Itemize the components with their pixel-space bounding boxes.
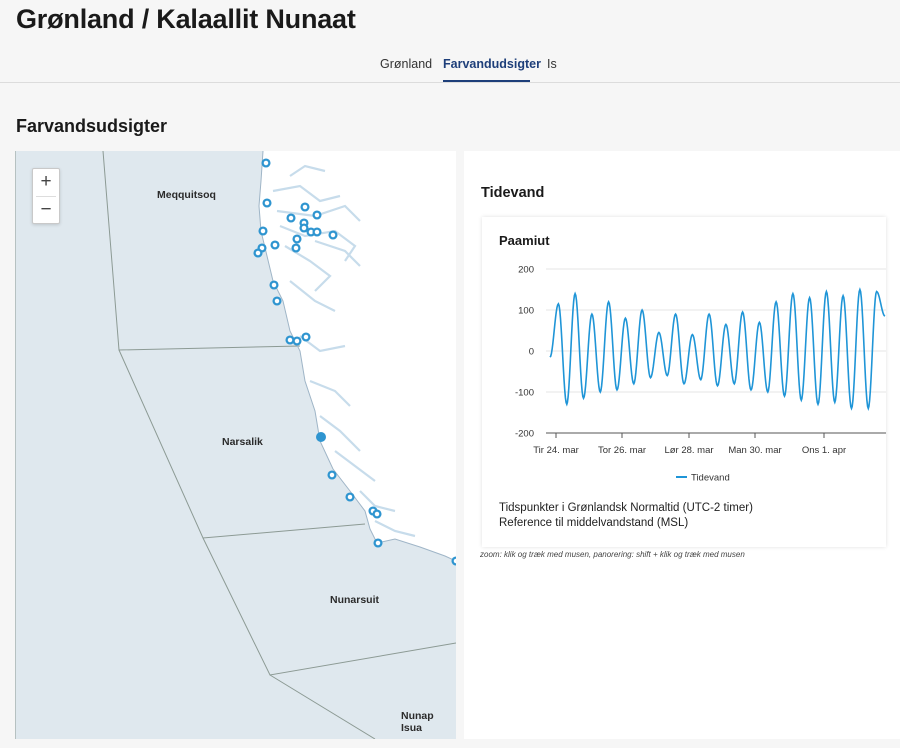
station-marker[interactable] [345, 492, 355, 502]
tide-panel-title: Tidevand [481, 185, 545, 201]
tide-series-line [549, 287, 886, 411]
legend-label: Tidevand [691, 473, 730, 484]
station-marker[interactable] [270, 240, 280, 250]
zoom-out-button[interactable]: − [40, 199, 52, 220]
zoom-in-button[interactable]: + [40, 171, 52, 192]
tab-is[interactable]: Is [547, 57, 557, 71]
tab-gronland[interactable]: Grønland [380, 57, 433, 71]
tab-farvandudsigter[interactable]: Farvandudsigter [443, 57, 541, 71]
station-marker[interactable] [299, 223, 309, 233]
x-tick-label: Tor 26. mar [598, 445, 646, 456]
station-marker[interactable] [451, 556, 456, 566]
station-marker[interactable] [300, 202, 310, 212]
forecast-region-boundaries [15, 151, 456, 739]
x-tick-label: Man 30. mar [728, 445, 781, 456]
station-marker[interactable] [262, 198, 272, 208]
tide-chart[interactable]: 200 100 0 -100 -200 Tir 24. mar Tor 26. mar Lør… [482, 217, 886, 547]
y-tick-label: 200 [518, 265, 534, 276]
map-panel[interactable]: + − Meqquitsoq Narsalik Nunarsuit Nunap … [15, 151, 456, 739]
region-label-meqquitsoq: Meqquitsoq [157, 189, 216, 201]
timezone-note: Tidspunkter i Grønlandsk Normaltid (UTC-… [499, 502, 753, 514]
land-area [259, 151, 456, 561]
station-marker[interactable] [327, 470, 337, 480]
y-tick-label: -200 [515, 429, 534, 440]
station-marker[interactable] [253, 248, 263, 258]
region-label-nunarsuit: Nunarsuit [330, 594, 380, 606]
station-marker[interactable] [261, 158, 271, 168]
chart-title: Paamiut [499, 233, 550, 248]
zoom-hint: zoom: klik og træk med musen, panorering… [480, 550, 745, 559]
selected-station-marker[interactable] [316, 432, 326, 442]
y-tick-label: -100 [515, 388, 534, 399]
tide-panel: Tidevand 200 100 0 -100 -200 Tir 24. mar Tor 2… [464, 151, 900, 739]
station-marker[interactable] [286, 213, 296, 223]
map-canvas[interactable] [15, 151, 456, 739]
station-marker[interactable] [312, 210, 322, 220]
reference-note: Reference til middelvandstand (MSL) [499, 517, 689, 529]
zoom-divider [36, 196, 56, 197]
coastline [258, 151, 456, 562]
station-marker[interactable] [301, 332, 311, 342]
station-marker[interactable] [258, 226, 268, 236]
page-title: Grønland / Kalaallit Nunaat [16, 4, 356, 34]
station-marker[interactable] [328, 230, 338, 240]
y-tick-label: 100 [518, 306, 534, 317]
station-marker[interactable] [292, 234, 302, 244]
section-title: Farvandsudsigter [16, 116, 168, 136]
fjord-network [272, 164, 416, 538]
region-label-nunap-isua: Nunap Isua [401, 710, 434, 734]
station-marker[interactable] [285, 335, 295, 345]
station-markers[interactable] [253, 158, 456, 566]
station-marker[interactable] [373, 538, 383, 548]
region-label-narsalik: Narsalik [222, 436, 263, 448]
station-marker[interactable] [372, 509, 382, 519]
station-marker[interactable] [269, 280, 279, 290]
zoom-control: + − [32, 168, 60, 224]
x-tick-label: Ons 1. apr [802, 445, 846, 456]
x-tick-label: Lør 28. mar [664, 445, 713, 456]
station-marker[interactable] [312, 227, 322, 237]
station-marker[interactable] [272, 296, 282, 306]
x-tick-label: Tir 24. mar [533, 445, 579, 456]
tab-bar: Grønland Farvandudsigter Is [0, 48, 900, 83]
station-marker[interactable] [292, 336, 302, 346]
tide-chart-card: 200 100 0 -100 -200 Tir 24. mar Tor 26. mar Lør… [482, 217, 886, 547]
station-marker[interactable] [291, 243, 301, 253]
active-tab-indicator [443, 80, 530, 82]
y-tick-label: 0 [529, 347, 534, 358]
